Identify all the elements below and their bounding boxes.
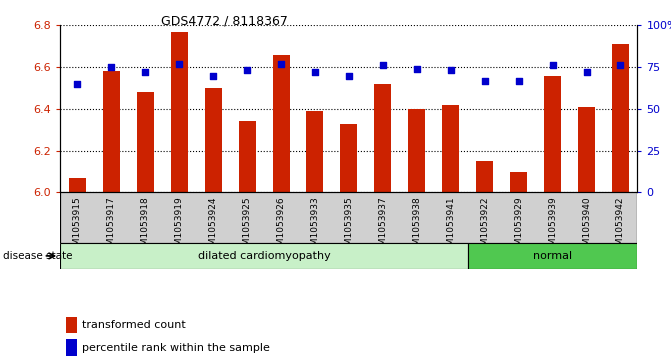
Bar: [60, 192, 637, 243]
Text: GSM1053924: GSM1053924: [209, 196, 217, 257]
Text: GDS4772 / 8118367: GDS4772 / 8118367: [161, 15, 288, 28]
Bar: [409, 109, 425, 192]
Bar: [442, 105, 459, 192]
Bar: [170, 32, 188, 192]
Bar: [468, 243, 637, 269]
Bar: [340, 123, 358, 192]
Text: GSM1053937: GSM1053937: [378, 196, 387, 257]
Point: [411, 66, 422, 72]
Text: GSM1053919: GSM1053919: [174, 196, 184, 257]
Point: [513, 78, 524, 83]
Text: disease state: disease state: [3, 251, 73, 261]
Point: [548, 62, 558, 68]
Bar: [374, 84, 391, 192]
Bar: [612, 44, 629, 192]
Bar: [272, 55, 289, 192]
Point: [615, 62, 626, 68]
Point: [208, 73, 219, 78]
Point: [276, 61, 287, 67]
Text: normal: normal: [533, 251, 572, 261]
Text: GSM1053940: GSM1053940: [582, 196, 591, 257]
Bar: [476, 161, 493, 192]
Bar: [137, 92, 154, 192]
Bar: [66, 339, 76, 356]
Text: GSM1053935: GSM1053935: [344, 196, 354, 257]
Text: GSM1053938: GSM1053938: [412, 196, 421, 257]
Text: GSM1053942: GSM1053942: [616, 196, 625, 257]
Bar: [60, 243, 468, 269]
Text: GSM1053915: GSM1053915: [73, 196, 82, 257]
Text: GSM1053917: GSM1053917: [107, 196, 116, 257]
Text: dilated cardiomyopathy: dilated cardiomyopathy: [198, 251, 330, 261]
Bar: [510, 172, 527, 192]
Bar: [239, 122, 256, 192]
Text: GSM1053941: GSM1053941: [446, 196, 455, 257]
Bar: [307, 111, 323, 192]
Bar: [103, 72, 120, 192]
Point: [581, 69, 592, 75]
Text: transformed count: transformed count: [83, 321, 186, 330]
Point: [378, 62, 389, 68]
Point: [479, 78, 490, 83]
Point: [309, 69, 320, 75]
Bar: [66, 317, 76, 333]
Point: [446, 68, 456, 73]
Text: GSM1053926: GSM1053926: [276, 196, 286, 257]
Point: [174, 61, 185, 67]
Text: GSM1053918: GSM1053918: [141, 196, 150, 257]
Point: [106, 64, 117, 70]
Text: GSM1053922: GSM1053922: [480, 196, 489, 257]
Point: [72, 81, 83, 87]
Text: GSM1053939: GSM1053939: [548, 196, 557, 257]
Bar: [69, 178, 86, 192]
Text: percentile rank within the sample: percentile rank within the sample: [83, 343, 270, 352]
Text: GSM1053929: GSM1053929: [514, 196, 523, 257]
Point: [140, 69, 150, 75]
Bar: [544, 76, 561, 192]
Text: GSM1053933: GSM1053933: [311, 196, 319, 257]
Bar: [205, 88, 221, 192]
Point: [242, 68, 252, 73]
Bar: [578, 107, 595, 192]
Point: [344, 73, 354, 78]
Text: GSM1053925: GSM1053925: [243, 196, 252, 257]
